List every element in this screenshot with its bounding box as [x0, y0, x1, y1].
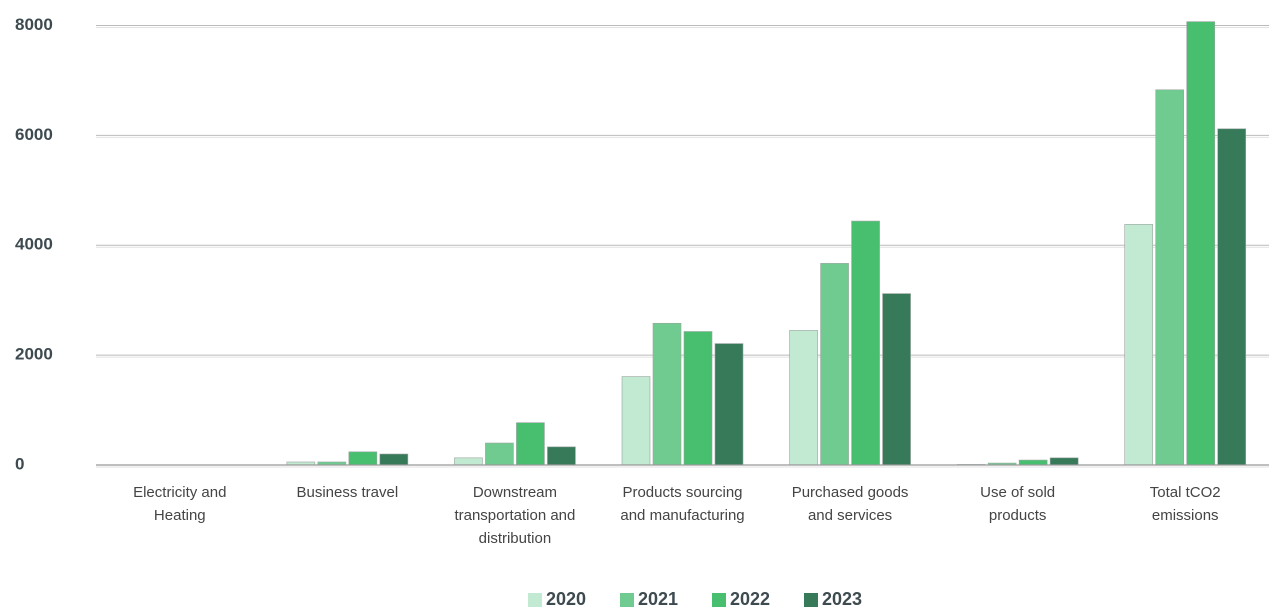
legend-label: 2023 — [822, 589, 862, 607]
bar — [516, 422, 545, 466]
bar — [454, 457, 483, 466]
bar — [1018, 459, 1048, 466]
bar — [547, 446, 576, 466]
bar — [1186, 21, 1216, 466]
bar — [882, 293, 911, 466]
legend-swatch — [620, 593, 634, 607]
y-tick-label: 2000 — [15, 345, 53, 364]
legend-swatch — [712, 593, 726, 607]
x-tick-label: Downstream transportation and distribution — [454, 484, 575, 547]
y-tick-label: 6000 — [15, 125, 53, 144]
bar — [1217, 128, 1247, 466]
bar — [714, 343, 744, 466]
x-tick-label: Total tCO2 emissions — [1150, 484, 1221, 524]
legend-label: 2022 — [730, 589, 770, 607]
x-tick-label: Use of sold products — [980, 484, 1055, 524]
y-tick-label: 0 — [15, 454, 24, 473]
x-tick-label: Products sourcing and manufacturing — [620, 484, 744, 524]
bar — [348, 451, 378, 466]
bar — [1155, 89, 1185, 466]
bar — [621, 376, 651, 466]
y-tick-label: 4000 — [15, 235, 53, 254]
legend-swatch — [528, 593, 542, 607]
x-tick-label: Purchased goods and services — [792, 484, 909, 524]
legend-label: 2021 — [638, 589, 678, 607]
legend-label: 2020 — [546, 589, 586, 607]
bar — [820, 263, 849, 466]
bar — [1124, 224, 1154, 466]
bar — [851, 220, 880, 466]
bar — [652, 322, 682, 466]
bar — [485, 442, 514, 466]
bar — [379, 453, 409, 466]
y-tick-label: 8000 — [15, 15, 53, 34]
bar — [1049, 457, 1079, 466]
x-tick-label: Electricity and Heating — [133, 484, 226, 524]
legend-swatch — [804, 593, 818, 607]
x-tick-label: Business travel — [296, 484, 398, 501]
bar — [683, 331, 713, 466]
bar — [789, 330, 818, 466]
